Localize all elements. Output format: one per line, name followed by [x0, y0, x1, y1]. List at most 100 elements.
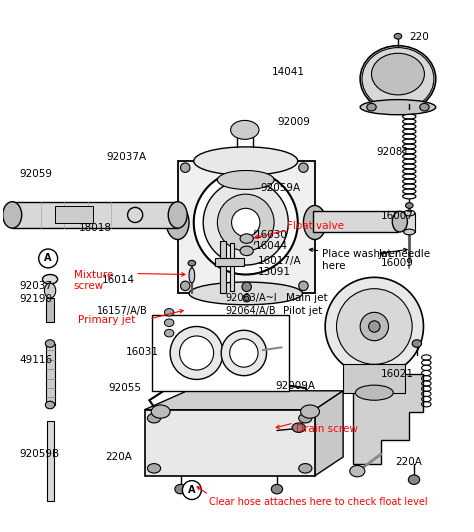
Ellipse shape [45, 283, 56, 298]
Text: 92009A: 92009A [275, 381, 315, 392]
Ellipse shape [164, 329, 174, 337]
Bar [216, 259, 244, 266]
Bar [152, 315, 289, 391]
Text: 92064/A/B: 92064/A/B [225, 306, 275, 315]
Ellipse shape [406, 218, 413, 223]
Text: Pilot jet: Pilot jet [283, 306, 322, 315]
Bar [46, 298, 54, 322]
Text: 92190: 92190 [20, 294, 53, 304]
Circle shape [181, 163, 190, 172]
Text: Place washwer
here: Place washwer here [322, 249, 400, 271]
Circle shape [221, 330, 266, 376]
Text: 92037A: 92037A [107, 152, 147, 162]
Ellipse shape [43, 275, 58, 284]
Circle shape [218, 194, 274, 251]
Circle shape [181, 281, 190, 290]
Text: 92009: 92009 [277, 117, 310, 127]
Bar [230, 243, 235, 290]
Ellipse shape [189, 282, 302, 305]
Bar [343, 364, 405, 393]
Text: Mixture
screw: Mixture screw [73, 270, 113, 292]
Ellipse shape [303, 205, 326, 239]
Ellipse shape [372, 53, 424, 95]
Circle shape [232, 209, 260, 237]
Ellipse shape [147, 463, 161, 473]
Circle shape [242, 282, 251, 292]
Bar [12, 202, 178, 228]
Text: A: A [188, 485, 196, 495]
Circle shape [39, 249, 58, 268]
Text: 16014: 16014 [102, 275, 135, 285]
Ellipse shape [299, 463, 312, 473]
Ellipse shape [292, 423, 305, 433]
Ellipse shape [299, 413, 312, 423]
Ellipse shape [367, 103, 376, 111]
Text: 92055: 92055 [109, 383, 142, 393]
Polygon shape [145, 391, 343, 410]
Bar [178, 161, 315, 294]
Ellipse shape [240, 234, 253, 243]
Bar [46, 344, 55, 405]
Text: 220A: 220A [105, 452, 132, 462]
Text: 92059B: 92059B [20, 450, 60, 460]
Circle shape [337, 289, 412, 364]
Circle shape [360, 312, 389, 340]
Circle shape [230, 339, 258, 367]
Ellipse shape [231, 120, 259, 139]
Text: 14041: 14041 [272, 66, 305, 77]
Text: 92059A: 92059A [261, 183, 301, 193]
Ellipse shape [240, 246, 253, 255]
Ellipse shape [356, 385, 393, 400]
Circle shape [299, 281, 308, 290]
Ellipse shape [194, 147, 298, 175]
Circle shape [194, 171, 298, 275]
Ellipse shape [189, 268, 195, 283]
Ellipse shape [392, 211, 408, 232]
Text: 16009: 16009 [381, 259, 414, 269]
Ellipse shape [218, 171, 274, 189]
Bar [145, 410, 315, 476]
Circle shape [299, 163, 308, 172]
Ellipse shape [362, 47, 434, 110]
Ellipse shape [350, 466, 365, 477]
Text: 16030: 16030 [255, 230, 288, 240]
Ellipse shape [164, 319, 174, 327]
Ellipse shape [175, 485, 186, 494]
Ellipse shape [360, 46, 436, 112]
Ellipse shape [46, 340, 55, 347]
Text: Primary jet: Primary jet [78, 315, 136, 325]
Text: 220A: 220A [395, 457, 422, 467]
Circle shape [180, 336, 214, 370]
Circle shape [369, 321, 380, 332]
Circle shape [243, 294, 250, 302]
Ellipse shape [419, 103, 429, 111]
Text: 16031: 16031 [126, 347, 159, 358]
Ellipse shape [360, 99, 436, 115]
Ellipse shape [412, 340, 421, 347]
Text: Clear hose attaches here to check float level: Clear hose attaches here to check float … [209, 497, 428, 506]
Text: 16157/A/B: 16157/A/B [97, 306, 148, 315]
Text: 220: 220 [410, 31, 429, 41]
Text: 13091: 13091 [258, 267, 291, 277]
Polygon shape [315, 391, 343, 476]
Text: 16021: 16021 [381, 369, 414, 379]
Polygon shape [353, 374, 423, 463]
Text: 92037: 92037 [20, 281, 53, 291]
Ellipse shape [394, 34, 402, 39]
Ellipse shape [406, 203, 413, 209]
Ellipse shape [404, 210, 415, 216]
Text: Float valve: Float valve [287, 221, 344, 230]
Ellipse shape [301, 405, 319, 418]
Ellipse shape [166, 205, 189, 239]
Text: 18018: 18018 [78, 222, 111, 232]
Text: 16017/A: 16017/A [258, 255, 301, 265]
Ellipse shape [404, 229, 415, 235]
Bar [47, 421, 54, 501]
Ellipse shape [46, 401, 55, 409]
Text: 16044: 16044 [255, 242, 288, 252]
Text: 92059: 92059 [20, 169, 53, 179]
Ellipse shape [151, 405, 170, 418]
Circle shape [170, 327, 223, 379]
Text: A: A [45, 253, 52, 263]
Text: Main jet: Main jet [286, 294, 328, 303]
